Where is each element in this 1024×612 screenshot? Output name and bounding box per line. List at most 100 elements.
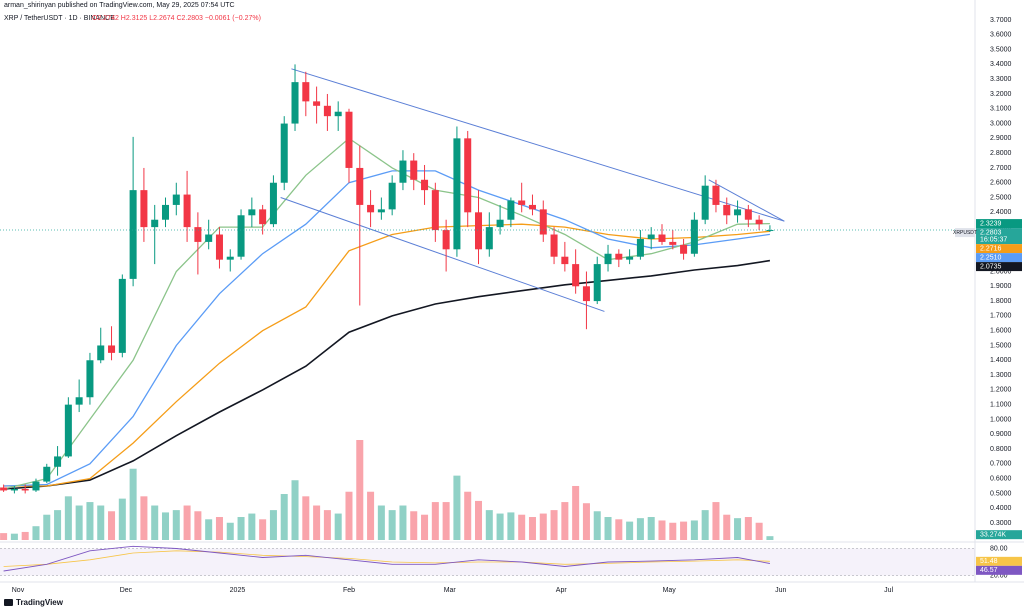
candle-body xyxy=(172,194,180,205)
candle-body xyxy=(75,397,83,405)
candle-body xyxy=(118,278,126,353)
trendline xyxy=(708,179,785,222)
volume-bar xyxy=(129,468,137,540)
price-tag-label: 2.0735 xyxy=(980,263,1002,270)
volume-bar xyxy=(205,519,213,540)
candle-body xyxy=(10,488,18,491)
volume-bar xyxy=(161,512,170,540)
candle-body xyxy=(323,105,331,117)
price-tag-label: 2.2716 xyxy=(980,245,1002,252)
volume-bar xyxy=(766,536,774,540)
y-tick-label: 2.9000 xyxy=(990,135,1012,142)
candle-body xyxy=(528,204,536,210)
x-tick-label: Apr xyxy=(556,587,568,594)
volume-bar xyxy=(561,502,569,540)
volume-bar xyxy=(345,491,353,540)
volume-bar xyxy=(658,520,666,540)
y-tick-label: 0.7000 xyxy=(990,461,1012,468)
candle-body xyxy=(64,404,72,457)
x-tick-label: Nov xyxy=(12,587,25,594)
volume-bar xyxy=(615,519,623,540)
x-tick-label: Dec xyxy=(120,587,133,594)
rsi-tag-label: 46.57 xyxy=(980,567,998,574)
y-tick-label: 1.6000 xyxy=(990,328,1012,335)
volume-bar xyxy=(21,531,29,540)
price-tag xyxy=(976,219,1022,229)
y-tick-label: 3.6000 xyxy=(990,32,1012,39)
candle-body xyxy=(442,230,450,250)
y-tick-label: 1.5000 xyxy=(990,342,1012,349)
candle-body xyxy=(161,204,170,220)
volume-bar xyxy=(140,496,148,540)
y-tick-label: 0.8000 xyxy=(990,446,1012,453)
volume-bar xyxy=(496,513,504,540)
volume-bar xyxy=(442,502,450,540)
rsi-tick-label: 80.00 xyxy=(990,545,1008,552)
candle-body xyxy=(237,215,245,257)
candle-body xyxy=(54,456,62,467)
x-tick-label: Mar xyxy=(444,587,457,594)
volume-bar xyxy=(237,517,245,540)
candle-body xyxy=(539,209,547,235)
price-tag xyxy=(976,253,1022,263)
volume-bar xyxy=(485,510,493,540)
volume-bar xyxy=(593,511,601,540)
y-tick-label: 1.9000 xyxy=(990,283,1012,290)
x-tick-label: Jul xyxy=(884,587,893,594)
volume-bar xyxy=(669,522,677,540)
rsi-tag xyxy=(976,565,1022,575)
candle-body xyxy=(302,82,310,102)
y-tick-label: 1.7000 xyxy=(990,313,1012,320)
candle-body xyxy=(550,234,558,257)
ohlc-legend: O2.2742 H2.3125 L2.2674 C2.2803 −0.0061 … xyxy=(92,15,261,22)
volume-bar xyxy=(54,510,62,540)
volume-bar xyxy=(550,510,558,540)
candle-body xyxy=(280,123,288,183)
y-tick-label: 3.7000 xyxy=(990,17,1012,24)
volume-bar xyxy=(280,494,288,540)
candle-body xyxy=(680,244,688,254)
volume-bar xyxy=(712,502,720,540)
candle-body xyxy=(215,234,223,260)
y-tick-label: 3.5000 xyxy=(990,46,1012,53)
volume-bar xyxy=(690,520,698,540)
candle-body xyxy=(518,200,526,205)
volume-bar xyxy=(410,511,418,540)
candle-body xyxy=(647,234,655,239)
volume-bar xyxy=(248,513,256,540)
candle-body xyxy=(669,241,677,245)
volume-bar xyxy=(507,512,515,540)
volume-bar xyxy=(680,521,688,540)
volume-bar xyxy=(97,505,105,540)
volume-bar xyxy=(518,514,526,540)
candle-body xyxy=(755,219,763,225)
volume-bar xyxy=(194,511,202,540)
volume-tag xyxy=(976,530,1022,540)
volume-bar xyxy=(734,518,742,540)
y-tick-label: 3.4000 xyxy=(990,61,1012,68)
y-tick-label: 2.7000 xyxy=(990,165,1012,172)
price-tag xyxy=(976,244,1022,254)
volume-bar xyxy=(626,521,634,540)
moving-average-line xyxy=(3,259,771,490)
volume-bar xyxy=(226,522,234,540)
y-tick-label: 1.8000 xyxy=(990,298,1012,305)
rsi-tick-label: 20.00 xyxy=(990,572,1008,579)
candle-body xyxy=(194,227,202,242)
y-tick-label: 0.9000 xyxy=(990,431,1012,438)
candle-body xyxy=(399,160,407,183)
candle-body xyxy=(593,264,601,302)
volume-bar xyxy=(64,496,72,540)
candle-body xyxy=(259,209,267,225)
candle-body xyxy=(97,345,105,361)
candle-body xyxy=(32,481,40,491)
candle-body xyxy=(464,138,472,213)
y-tick-label: 0.6000 xyxy=(990,475,1012,482)
candle-body xyxy=(744,209,752,220)
rsi-pane: 80.00 20.00 xyxy=(0,545,1008,579)
candle-body xyxy=(248,209,256,216)
volume-bar xyxy=(10,533,18,540)
logo-text: TradingView xyxy=(16,598,64,607)
